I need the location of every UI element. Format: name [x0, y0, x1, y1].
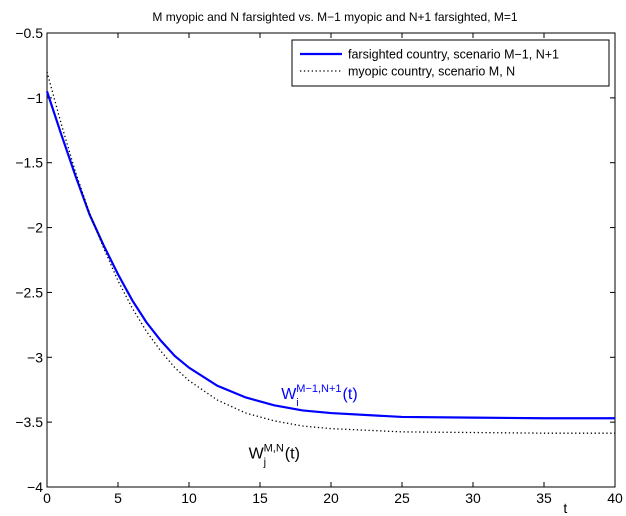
chart-title: M myopic and N farsighted vs. M−1 myopic… — [152, 10, 517, 24]
annotation-label: W — [281, 386, 297, 403]
x-tick-label: 30 — [465, 490, 481, 506]
x-tick-label: 25 — [394, 490, 410, 506]
legend-box — [291, 39, 610, 87]
y-tick-label: −1.5 — [15, 155, 43, 171]
farsighted-series-line — [45, 91, 615, 420]
y-tick-label: −4 — [27, 479, 43, 495]
annotation-label: W — [249, 445, 265, 462]
annotation-subscript: j — [263, 456, 266, 468]
x-tick-label: 0 — [43, 490, 51, 506]
y-tick-label: −0.5 — [15, 25, 43, 41]
annotation-suffix: (t) — [285, 445, 300, 462]
y-tick-label: −1 — [27, 90, 43, 106]
x-tick-label: 5 — [114, 490, 122, 506]
x-tick-label: 15 — [252, 490, 268, 506]
y-tick-label: −2.5 — [15, 284, 43, 300]
x-tick-label: 40 — [607, 490, 623, 506]
x-tick-label: 35 — [536, 490, 552, 506]
plot-frame — [46, 32, 616, 488]
x-axis-label: t — [563, 500, 567, 516]
plot-area: 0 5 10 15 20 25 30 35 40 −4 −3.5 −3 −2.5 −2 −1.5 −1 −0.5… — [15, 25, 623, 516]
annotation-subscript: i — [296, 397, 298, 409]
annotation-superscript: M,N — [264, 442, 284, 454]
y-tick-label: −2 — [27, 220, 43, 236]
legend-label: myopic country, scenario M, N — [348, 65, 515, 79]
x-tick-label: 20 — [323, 490, 339, 506]
legend-label: farsighted country, scenario M−1, N+1 — [348, 48, 559, 62]
annotation-superscript: M−1,N+1 — [296, 383, 341, 395]
y-tick-label: −3.5 — [15, 414, 43, 430]
annotation-suffix: (t) — [343, 386, 358, 403]
y-tick-label: −3 — [27, 349, 43, 365]
x-tick-label: 10 — [181, 490, 197, 506]
